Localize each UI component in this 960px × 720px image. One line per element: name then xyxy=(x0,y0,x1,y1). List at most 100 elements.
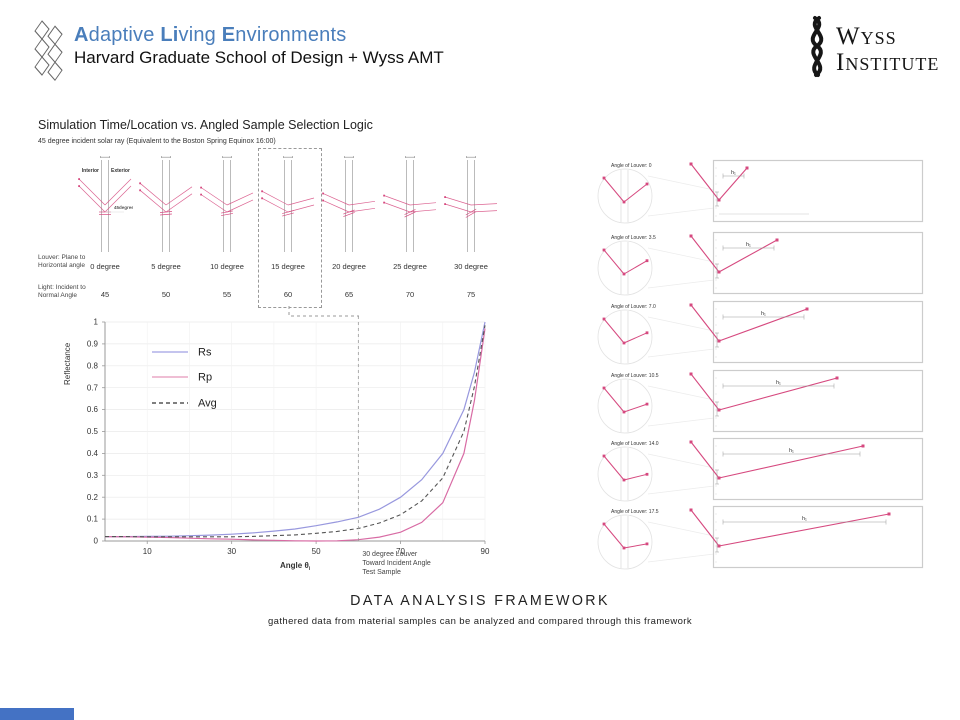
selection-connector-line xyxy=(288,306,359,317)
louver-sample-icon: Interior Exterior 45degree xyxy=(78,156,133,252)
y-tick-label: 0 xyxy=(94,537,99,546)
analysis-row: Angle of Louver: 17.5 h₁ xyxy=(595,504,927,570)
y-tick-label: 0.4 xyxy=(87,449,99,458)
title-segment: Li xyxy=(160,24,179,46)
page-title: Adaptive Living Environments xyxy=(74,24,346,47)
x-tick-label: 30 xyxy=(227,547,236,556)
louver-column xyxy=(321,150,377,258)
louver-sample-icon xyxy=(444,156,498,252)
louver-column xyxy=(443,150,499,258)
incident-angle-value: 50 xyxy=(161,290,171,299)
light-row-label: Light: Incident to Normal Angle xyxy=(38,284,86,300)
wyss-line1: Wyss xyxy=(836,23,897,50)
legend-label-avg: Avg xyxy=(198,398,217,410)
framework-subtitle: gathered data from material samples can … xyxy=(268,616,692,627)
series-avg xyxy=(105,325,486,538)
louver-column xyxy=(199,150,255,258)
y-tick-label: 0.1 xyxy=(87,515,99,524)
analysis-row: Angle of Louver: 3.5 h₁ xyxy=(595,230,927,296)
louver-angle-value: 15 degree xyxy=(271,262,305,271)
exterior-label: Exterior xyxy=(111,168,130,174)
analysis-row: Angle of Louver: 14.0 h₁ xyxy=(595,436,927,502)
louver-angle-value: 10 degree xyxy=(210,262,244,271)
title-segment: E xyxy=(221,24,236,46)
title-segment: ving xyxy=(178,24,222,46)
selected-sample-box xyxy=(258,148,322,308)
dimension-label: h₁ xyxy=(761,311,766,317)
y-axis-label: Reflectance xyxy=(63,342,72,385)
dimension-label: h₁ xyxy=(731,170,736,176)
incident-angle-value: 75 xyxy=(466,290,476,299)
louver-column xyxy=(382,150,438,258)
analysis-row: Angle of Louver: 10.5 h₁ xyxy=(595,368,927,434)
angle-of-louver-label: Angle of Louver: 14.0 xyxy=(611,441,659,447)
angle-of-louver-label: Angle of Louver: 7.0 xyxy=(611,304,656,310)
annotation-text: Test Sample xyxy=(362,569,401,576)
dimension-label: h₁ xyxy=(802,516,807,522)
wyss-institute-logo-text: Wyss Institute xyxy=(836,24,939,76)
louver-angle-value: 0 degree xyxy=(90,262,120,271)
series-rp xyxy=(104,328,486,542)
y-tick-label: 0.3 xyxy=(87,471,99,480)
y-tick-label: 0.5 xyxy=(87,427,99,436)
dimension-label: h₁ xyxy=(746,242,751,248)
louver-column xyxy=(138,150,194,258)
legend-label-rs: Rs xyxy=(198,347,212,359)
diagram-title: Simulation Time/Location vs. Angled Samp… xyxy=(38,118,373,132)
title-segment: daptive xyxy=(88,24,161,46)
legend-label-rp: Rp xyxy=(198,372,212,384)
louver-sample-icon xyxy=(383,156,437,252)
incident-angle-value: 70 xyxy=(405,290,415,299)
wyss-helix-icon xyxy=(810,16,824,77)
louver-row-label: Louver: Plane to Horizontal angle xyxy=(38,254,86,270)
louver-column xyxy=(260,150,316,258)
interior-label: Interior xyxy=(82,168,99,174)
angle-of-louver-label: Angle of Louver: 0 xyxy=(611,163,652,169)
louver-angle-value: 5 degree xyxy=(151,262,181,271)
y-tick-label: 0.2 xyxy=(87,493,99,502)
adaptive-living-logo-icon xyxy=(34,20,63,82)
incident-angle-value: 45 xyxy=(100,290,110,299)
dimension-label: h₁ xyxy=(776,380,781,386)
angle-of-louver-label: Angle of Louver: 10.5 xyxy=(611,373,659,379)
page-subtitle: Harvard Graduate School of Design + Wyss… xyxy=(74,48,444,67)
louver-angle-value: 25 degree xyxy=(393,262,427,271)
louver-sample-icon xyxy=(139,156,193,252)
series-rs xyxy=(105,321,486,538)
angle-of-louver-label: Angle of Louver: 17.5 xyxy=(611,509,659,515)
title-segment: A xyxy=(74,24,89,46)
analysis-row: Angle of Louver: 0 h₁ xyxy=(595,158,927,224)
louver-angle-value: 30 degree xyxy=(454,262,488,271)
x-tick-label: 70 xyxy=(396,547,405,556)
x-tick-label: 10 xyxy=(143,547,152,556)
louver-column: Interior Exterior 45degree xyxy=(77,150,133,258)
x-axis-label: Angle θi xyxy=(280,561,311,572)
y-tick-label: 1 xyxy=(94,318,99,327)
louver-sample-icon xyxy=(200,156,254,252)
louver-sample-icon xyxy=(322,156,376,252)
dimension-label: h₁ xyxy=(789,448,794,454)
y-tick-label: 0.7 xyxy=(87,383,99,392)
diagram-subtitle: 45 degree incident solar ray (Equivalent… xyxy=(38,138,276,145)
footer-accent-bar xyxy=(0,708,74,720)
analysis-row: Angle of Louver: 7.0 h₁ xyxy=(595,299,927,365)
incident-angle-value: 65 xyxy=(344,290,354,299)
title-segment: nvironments xyxy=(235,24,347,46)
angle-of-louver-label: Angle of Louver: 3.5 xyxy=(611,235,656,241)
reflectance-chart: 0 0.1 0.2 0.3 0.4 0.5 0.6 0.7 0.8 0.9 1 10 30 50 70 90 3… xyxy=(87,316,490,576)
y-tick-label: 0.8 xyxy=(87,361,99,370)
x-tick-label: 90 xyxy=(481,547,490,556)
x-tick-label: 50 xyxy=(312,547,321,556)
ray-angle-label: 45degree xyxy=(114,205,133,210)
louver-angle-value: 20 degree xyxy=(332,262,366,271)
wyss-line2: Institute xyxy=(836,49,940,76)
incident-angle-value: 55 xyxy=(222,290,232,299)
annotation-text: 30 degree Louver xyxy=(362,551,418,558)
incident-angle-value: 60 xyxy=(283,290,293,299)
annotation-text: Toward Incident Angle xyxy=(362,560,431,567)
louver-sample-icon xyxy=(261,156,315,252)
framework-title: DATA ANALYSIS FRAMEWORK xyxy=(350,592,610,609)
y-tick-label: 0.9 xyxy=(87,340,99,349)
y-tick-label: 0.6 xyxy=(87,405,99,414)
